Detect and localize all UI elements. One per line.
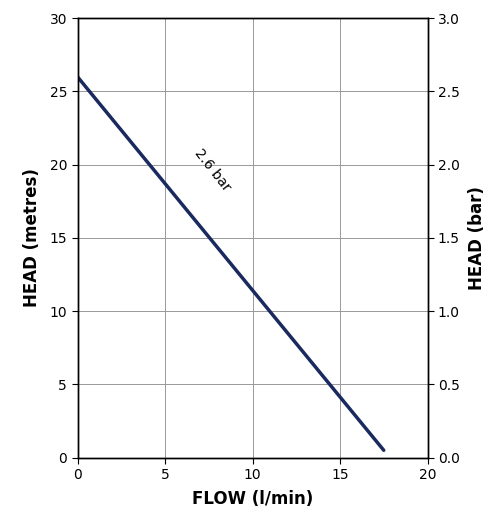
- Y-axis label: HEAD (metres): HEAD (metres): [23, 168, 41, 307]
- Y-axis label: HEAD (bar): HEAD (bar): [468, 186, 486, 290]
- X-axis label: FLOW (l/min): FLOW (l/min): [192, 490, 313, 509]
- Text: 2.6 bar: 2.6 bar: [191, 146, 233, 194]
